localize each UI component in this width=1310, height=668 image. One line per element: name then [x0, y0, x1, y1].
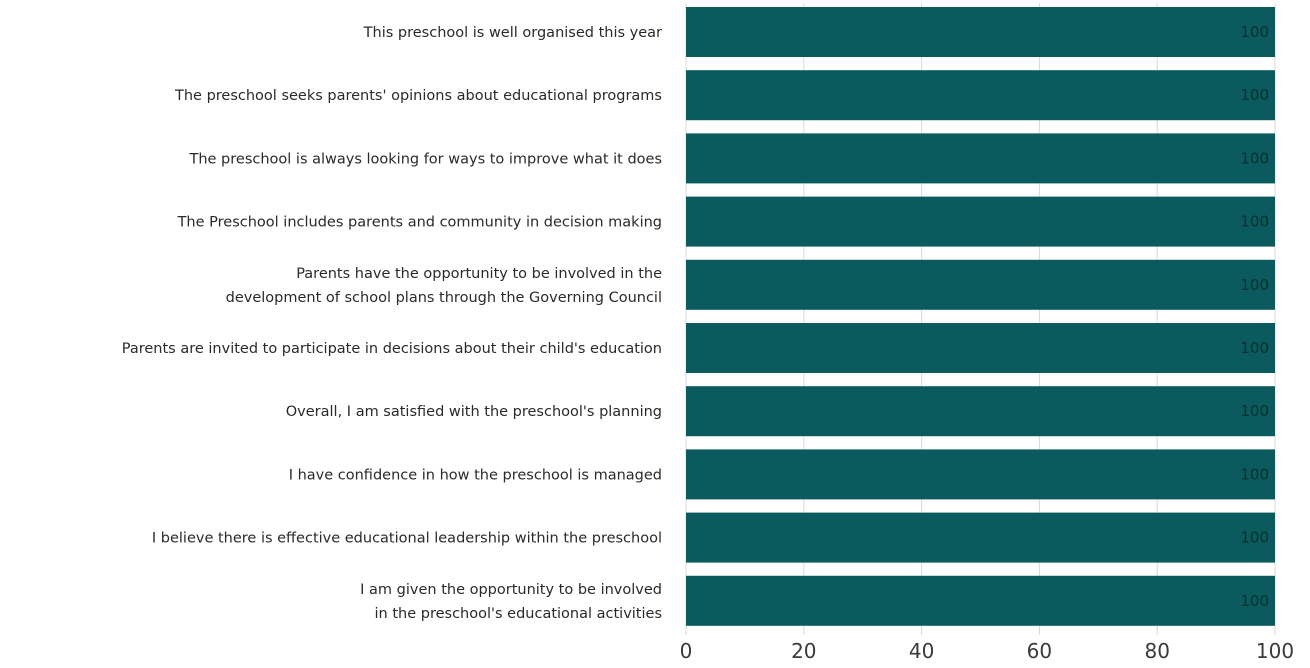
x-tick-label-2: 40 [909, 639, 934, 663]
bar-0 [686, 7, 1275, 57]
bar-6 [686, 386, 1275, 437]
category-label-5-line-0: Parents are invited to participate in de… [122, 341, 662, 357]
category-label-9: I am given the opportunity to be involve… [360, 582, 662, 622]
category-label-9-line-1: in the preschool's educational activitie… [375, 606, 662, 622]
category-label-2: The preschool is always looking for ways… [188, 151, 662, 167]
category-label-7-line-0: I have confidence in how the preschool i… [289, 467, 662, 483]
category-label-8: I believe there is effective educational… [152, 531, 662, 547]
category-label-4-line-0: Parents have the opportunity to be invol… [296, 266, 662, 282]
category-label-1-line-0: The preschool seeks parents' opinions ab… [174, 88, 662, 104]
category-label-3-line-0: The Preschool includes parents and commu… [177, 215, 662, 231]
bar-5 [686, 323, 1275, 373]
x-tick-label-3: 60 [1027, 639, 1052, 663]
data-label-7: 100 [1240, 465, 1269, 483]
data-label-3: 100 [1240, 213, 1269, 231]
category-label-5: Parents are invited to participate in de… [122, 341, 662, 357]
data-label-9: 100 [1240, 592, 1269, 610]
x-tick-label-5: 100 [1256, 639, 1294, 663]
data-label-8: 100 [1240, 529, 1269, 547]
category-label-3: The Preschool includes parents and commu… [177, 215, 662, 231]
category-label-0: This preschool is well organised this ye… [363, 25, 662, 41]
data-label-1: 100 [1240, 86, 1269, 104]
category-label-4: Parents have the opportunity to be invol… [226, 266, 662, 306]
data-label-5: 100 [1240, 339, 1269, 357]
x-axis-ticks: 0 20 40 60 80 100 [680, 639, 1294, 663]
bar-1 [686, 70, 1275, 121]
category-label-0-line-0: This preschool is well organised this ye… [363, 25, 662, 41]
bar-4 [686, 259, 1275, 310]
bar-3 [686, 196, 1275, 247]
bar-9 [686, 575, 1275, 626]
bars: 100 100 100 100 100 100 100 100 100 100 [686, 7, 1275, 626]
bar-8 [686, 512, 1275, 563]
category-label-8-line-0: I believe there is effective educational… [152, 531, 662, 547]
x-tick-label-0: 0 [680, 639, 693, 663]
category-label-6-line-0: Overall, I am satisfied with the prescho… [286, 404, 662, 420]
category-labels: This preschool is well organised this ye… [122, 25, 662, 622]
category-label-4-line-1: development of school plans through the … [226, 290, 662, 306]
category-label-7: I have confidence in how the preschool i… [289, 467, 662, 483]
data-label-2: 100 [1240, 149, 1269, 167]
data-label-4: 100 [1240, 276, 1269, 294]
bar-2 [686, 133, 1275, 184]
category-label-1: The preschool seeks parents' opinions ab… [174, 88, 662, 104]
category-label-9-line-0: I am given the opportunity to be involve… [360, 582, 662, 598]
bar-7 [686, 449, 1275, 500]
data-label-0: 100 [1240, 23, 1269, 41]
x-tick-label-4: 80 [1144, 639, 1169, 663]
x-tick-label-1: 20 [791, 639, 816, 663]
data-label-6: 100 [1240, 402, 1269, 420]
category-label-6: Overall, I am satisfied with the prescho… [286, 404, 662, 420]
category-label-2-line-0: The preschool is always looking for ways… [188, 151, 662, 167]
